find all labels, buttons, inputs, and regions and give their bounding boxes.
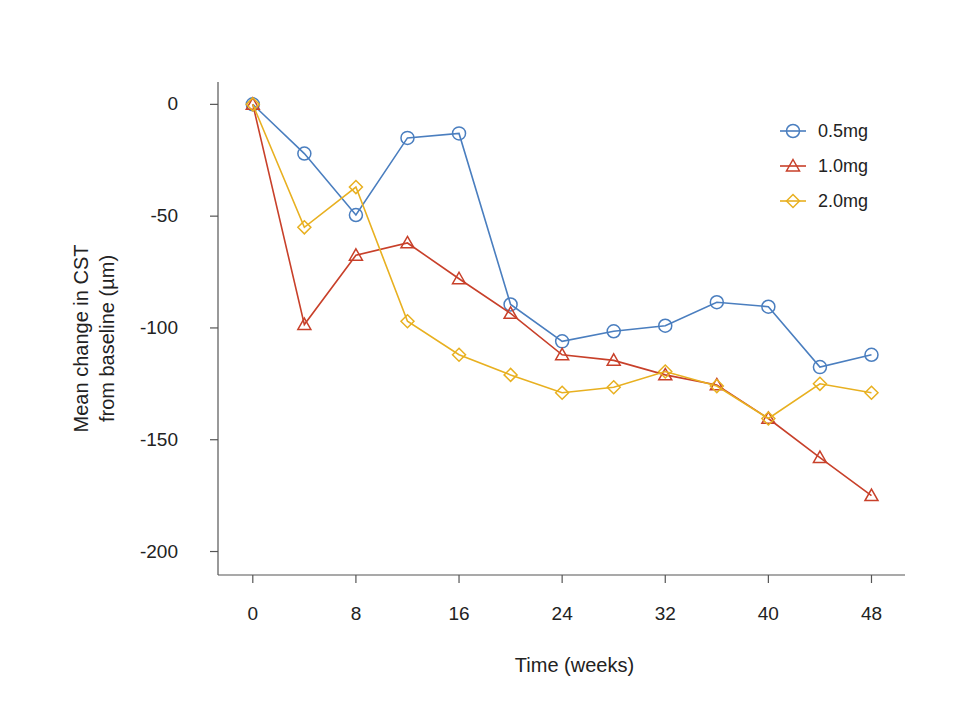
- y-tick-label: -50: [151, 205, 178, 226]
- legend-label: 2.0mg: [818, 191, 868, 211]
- legend-marker: [787, 195, 800, 208]
- y-tick-label: 0: [167, 93, 178, 114]
- legend-line: [780, 200, 806, 202]
- point: [762, 412, 775, 425]
- x-tick: [768, 575, 769, 583]
- point: [298, 221, 311, 234]
- x-tick: [458, 575, 459, 583]
- point: [556, 348, 569, 359]
- x-axis-label: Time (weeks): [515, 654, 634, 676]
- point: [813, 451, 826, 462]
- y-axis-label: Mean change in CSTfrom baseline (µm): [70, 245, 118, 433]
- point: [659, 319, 672, 332]
- point: [710, 296, 723, 309]
- y-tick-label: -100: [140, 317, 178, 338]
- y-tick-label: -200: [140, 541, 178, 562]
- point: [710, 380, 723, 393]
- x-tick-label: 16: [448, 603, 469, 624]
- point: [349, 209, 362, 222]
- y-tick-label: -150: [140, 429, 178, 450]
- point: [453, 127, 466, 140]
- point: [246, 98, 259, 109]
- x-tick: [665, 575, 666, 583]
- point: [762, 300, 775, 313]
- point: [401, 131, 414, 144]
- point: [453, 272, 466, 283]
- point: [401, 315, 414, 328]
- plot-area: [246, 98, 878, 501]
- point: [813, 377, 826, 390]
- x-tick-label: 0: [248, 603, 259, 624]
- x-tick-label: 24: [552, 603, 574, 624]
- x-tick-label: 8: [351, 603, 362, 624]
- point: [865, 489, 878, 500]
- point: [349, 249, 362, 260]
- point: [659, 365, 672, 378]
- point: [453, 348, 466, 361]
- y-axis-label-line: Mean change in CST: [70, 245, 92, 433]
- series-line: [253, 104, 872, 367]
- point: [298, 318, 311, 329]
- y-axis-label-line: from baseline (µm): [96, 255, 118, 422]
- point: [865, 348, 878, 361]
- x-tick-label: 32: [655, 603, 676, 624]
- legend: 0.5mg 1.0mg 2.0mg: [780, 121, 868, 211]
- x-tick: [871, 575, 872, 583]
- legend-label: 1.0mg: [818, 156, 868, 176]
- y-tick: [210, 439, 218, 440]
- point: [607, 381, 620, 394]
- point: [607, 354, 620, 365]
- point: [246, 98, 259, 111]
- legend-marker: [787, 125, 800, 138]
- y-tick: [210, 104, 218, 105]
- point: [607, 325, 620, 338]
- x-tick-label: 40: [758, 603, 779, 624]
- point: [865, 386, 878, 399]
- series-line: [253, 104, 872, 418]
- series-line: [253, 104, 872, 495]
- legend-line: [780, 165, 806, 167]
- x-tick: [562, 575, 563, 583]
- x-tick: [355, 575, 356, 583]
- point: [401, 236, 414, 247]
- x-axis: [218, 574, 905, 575]
- point: [349, 181, 362, 194]
- point: [813, 361, 826, 374]
- legend-marker: [787, 160, 800, 171]
- point: [556, 386, 569, 399]
- chart: 0 -50 -100 -150 -200 0 8 16 24 32 40 48 Time (weeks)…: [0, 0, 973, 725]
- y-tick: [210, 327, 218, 328]
- point: [298, 147, 311, 160]
- point: [504, 298, 517, 311]
- point: [504, 368, 517, 381]
- legend-line: [780, 130, 806, 132]
- x-tick: [252, 575, 253, 583]
- x-tick-label: 48: [861, 603, 882, 624]
- point: [504, 307, 517, 318]
- point: [556, 335, 569, 348]
- legend-label: 0.5mg: [818, 121, 868, 141]
- y-tick: [210, 551, 218, 552]
- y-tick: [210, 216, 218, 217]
